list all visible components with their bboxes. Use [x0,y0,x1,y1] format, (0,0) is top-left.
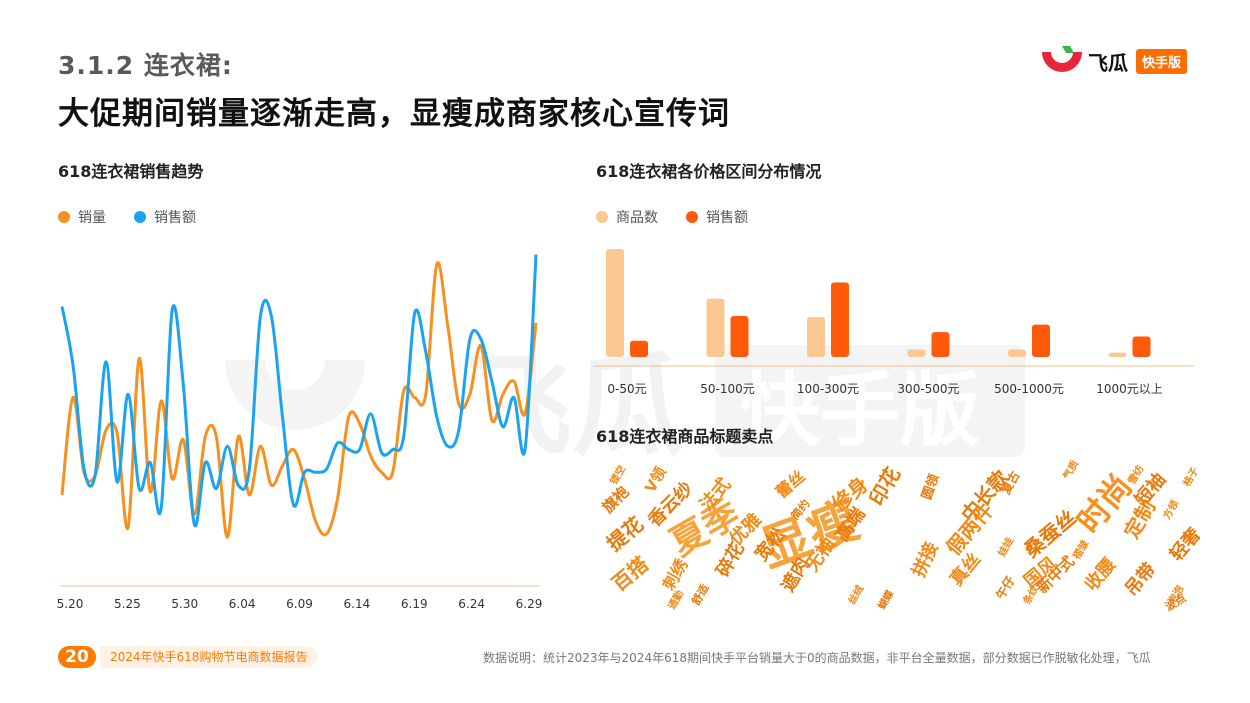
legend-item-sales-volume: 销量 [58,207,106,227]
bar-product-count [606,249,624,357]
x-tick-label: 5.30 [171,597,198,611]
bar-sales-amount [931,332,950,357]
bar-category-label: 0-50元 [607,382,646,396]
bar-chart-title: 618连衣裙各价格区间分布情况 [596,162,822,181]
bar-category-label: 300-500元 [897,382,959,396]
wordcloud-word: 午仔 [993,573,1018,601]
series-line-sales-amount [60,254,538,528]
legend-item-sales-amount: 销售额 [134,207,196,227]
wordcloud-word: 旗袍 [599,483,633,517]
wordcloud-word: 印花 [864,463,905,510]
wordcloud-word: 拼接 [908,539,943,581]
wordcloud-word: 圆领 [919,472,943,502]
section-title: 3.1.2 连衣裙: [58,51,233,80]
bar-category-label: 50-100元 [700,382,755,396]
x-tick-label: 6.24 [458,597,485,611]
wordcloud-word: 通勤 [665,588,686,612]
bar-product-count [1008,349,1026,357]
wordcloud-word: 真丝 [945,548,985,590]
x-tick-label: 6.04 [229,597,256,611]
line-chart: 5.20 5.25 5.30 6.04 6.09 6.14 6.19 6.24 6.29 [57,254,543,611]
line-chart-title: 618连衣裙销售趋势 [58,162,204,181]
bar-sales-amount [831,282,849,357]
bar-product-count [907,349,926,357]
bar-category-label: 1000元以上 [1096,382,1163,396]
wordcloud-word: 格子 [1180,465,1200,489]
legend-item-product-count: 商品数 [596,207,658,227]
bar-chart-legend: 商品数 销售额 [596,207,776,227]
wordcloud-word: 轻奢 [1165,523,1200,565]
wordcloud-word: 方领 [1160,498,1181,522]
data-note: 数据说明：统计2023年与2024年618期间快手平台销量大于0的商品数据，非平… [483,651,1151,665]
wordcloud-word: 丝绒 [845,583,866,607]
wordcloud-word: 气质 [1059,458,1081,483]
wordcloud-word: 蝴蝶 [875,587,897,612]
x-tick-label: 5.25 [114,597,141,611]
bar-sales-amount [1032,324,1050,357]
wordcloud-word: 收腰 [1080,553,1120,595]
series-line-sales-volume [60,261,538,539]
wordcloud-word: V领 [641,464,670,496]
x-tick-label: 5.20 [57,597,84,611]
bar-product-count [706,298,725,357]
bar-chart: 0-50元 50-100元 100-300元 300-500元 500-1000元 100… [594,249,1194,396]
wordcloud-word: 百搭 [607,551,654,596]
bar-sales-amount [630,340,648,357]
wordcloud-title: 618连衣裙商品标题卖点 [596,427,774,446]
wordcloud-word: 桑蚕丝 [1019,505,1080,562]
x-tick-label: 6.09 [286,597,313,611]
wordcloud-word: 提花 [602,512,648,556]
melon-icon [1042,46,1082,72]
wordcloud-word: 舒适 [689,581,712,607]
wordcloud-word: 褶皱 [1070,538,1091,562]
bar-sales-amount [1132,336,1151,357]
wordcloud-word: 娃娃 [994,535,1016,560]
brand-badge: 快手版 [1136,49,1188,74]
bar-category-label: 100-300元 [797,382,859,396]
brand-name: 飞瓜 [1088,51,1128,75]
page-title: 大促期间销量逐渐走高，显瘦成商家核心宣传词 [58,96,730,132]
page-number: 20 [58,646,96,668]
legend-item-bar-sales-amount: 销售额 [686,207,748,227]
bar-category-label: 500-1000元 [994,382,1064,396]
bar-product-count [807,317,825,357]
wordcloud-word: 镂空 [606,463,628,488]
bar-sales-amount [730,315,749,357]
x-tick-label: 6.14 [344,597,371,611]
x-tick-label: 6.19 [401,597,428,611]
wordcloud-word: 蕾丝 [772,467,809,502]
wordcloud-word: 吊带 [1121,559,1160,600]
line-chart-legend: 销量 销售额 [58,207,224,227]
x-tick-label: 6.29 [516,597,543,611]
brand-logo: 飞瓜 快手版 [1040,44,1200,78]
watermark-badge: 快手版 [740,364,980,457]
report-title: 2024年快手618购物节电商数据报告 [100,646,318,668]
bar-product-count [1108,352,1127,357]
